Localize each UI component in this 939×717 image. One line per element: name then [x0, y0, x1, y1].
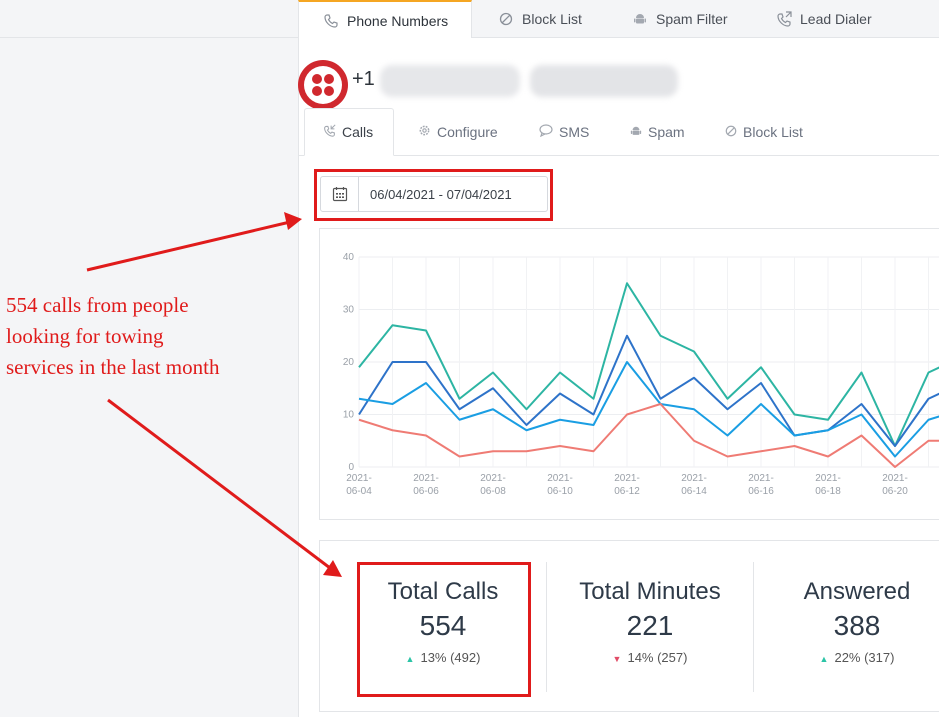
x-tick-label: 06-10	[547, 486, 573, 497]
subtab-sms[interactable]: SMS	[539, 108, 589, 156]
stat-label: Total Minutes	[579, 578, 721, 605]
block-icon	[725, 125, 737, 140]
annotation-line: services in the last month	[6, 355, 220, 379]
subtab-calls-label: Calls	[342, 124, 374, 140]
arrow-up-icon: ▲	[819, 654, 829, 664]
x-tick-label: 06-18	[815, 486, 841, 497]
stat-label: Answered	[803, 578, 911, 605]
chat-icon	[539, 124, 553, 140]
tab-lead-dialer[interactable]: Lead Dialer	[752, 0, 902, 38]
x-tick-label: 2021-	[547, 473, 573, 484]
arrow-head	[323, 560, 342, 577]
stat-delta: 13% (492)	[420, 650, 481, 665]
stat-value: 388	[833, 610, 881, 641]
stats-panel	[319, 540, 939, 712]
x-tick-label: 2021-	[346, 473, 372, 484]
x-tick-label: 06-06	[413, 486, 439, 497]
date-range-value: 06/04/2021 - 07/04/2021	[370, 187, 512, 202]
subtab-block-list[interactable]: Block List	[725, 108, 803, 156]
calls-line-chart: 0 10 20 30 40 2021- 06-04 2021- 06-06 2021- 06-08 2…	[343, 252, 939, 497]
phone-incoming-icon	[323, 124, 336, 140]
stat-value: 554	[419, 610, 467, 641]
arrow-up-icon: ▲	[405, 654, 415, 664]
y-tick-label: 30	[343, 305, 355, 316]
subtab-configure-label: Configure	[437, 124, 498, 140]
y-tick-label: 0	[348, 462, 354, 473]
series-line-1	[358, 334, 939, 447]
x-tick-label: 2021-	[681, 473, 707, 484]
phone-number-redacted	[380, 65, 520, 97]
android-icon	[630, 125, 642, 140]
phone-icon	[323, 13, 339, 29]
x-tick-label: 06-08	[480, 486, 506, 497]
arrow-down-icon: ▼	[612, 654, 622, 664]
x-tick-label: 06-14	[681, 486, 707, 497]
annotation-line: 554 calls from people	[6, 293, 189, 317]
stat-label: Total Calls	[387, 578, 499, 605]
tab-spam-filter[interactable]: Spam Filter	[608, 0, 748, 38]
date-range-highlight	[314, 169, 553, 221]
phone-name-redacted	[530, 65, 678, 97]
x-tick-label: 2021-	[815, 473, 841, 484]
subtab-spam-label: Spam	[648, 124, 685, 140]
stat-answered: Answered 388 ▲ 22% (317)	[757, 560, 939, 665]
phone-number-prefix: +1	[352, 68, 375, 90]
gear-icon	[418, 124, 431, 140]
stat-total-calls: Total Calls 554 ▲ 13% (492)	[343, 560, 543, 665]
tab-phone-numbers-label: Phone Numbers	[347, 12, 449, 29]
arrow-head	[284, 212, 302, 230]
stat-value: 221	[626, 610, 674, 641]
x-tick-label: 2021-	[614, 473, 640, 484]
twilio-logo	[298, 60, 348, 110]
stat-delta: 22% (317)	[834, 650, 895, 665]
tab-block-list[interactable]: Block List	[474, 0, 606, 38]
phone-outgoing-icon	[776, 11, 792, 27]
stat-divider	[546, 562, 547, 692]
x-tick-label: 2021-	[480, 473, 506, 484]
stat-divider	[753, 562, 754, 692]
x-tick-label: 06-04	[346, 486, 372, 497]
stat-delta: 14% (257)	[627, 650, 688, 665]
date-range-picker[interactable]: 06/04/2021 - 07/04/2021	[320, 176, 548, 212]
calls-chart: 0 10 20 30 40 2021- 06-04 2021- 06-06 2021- 06-08 2…	[319, 228, 939, 520]
arrow-to-total-calls	[107, 398, 331, 570]
block-icon	[498, 11, 514, 27]
x-tick-label: 2021-	[882, 473, 908, 484]
x-tick-label: 06-16	[748, 486, 774, 497]
arrow-to-date-range	[86, 220, 291, 272]
subtab-sms-label: SMS	[559, 124, 590, 140]
sub-tabs: Calls Configure SMS Spam Block List	[298, 108, 939, 156]
subtab-configure[interactable]: Configure	[418, 108, 498, 156]
calendar-icon[interactable]	[321, 177, 359, 211]
tab-phone-numbers[interactable]: Phone Numbers	[298, 0, 472, 39]
y-tick-label: 40	[343, 252, 355, 263]
series-line-3	[358, 403, 939, 468]
subtab-spam[interactable]: Spam	[630, 108, 685, 156]
y-tick-label: 10	[343, 410, 355, 421]
stat-total-minutes: Total Minutes 221 ▼ 14% (257)	[550, 560, 750, 665]
x-tick-label: 2021-	[413, 473, 439, 484]
subtab-block-list-label: Block List	[743, 124, 803, 140]
total-calls-highlight	[357, 562, 531, 697]
x-tick-label: 06-12	[614, 486, 640, 497]
series-line-0	[358, 282, 939, 447]
android-icon	[632, 11, 648, 27]
y-tick-label: 20	[343, 357, 355, 368]
x-tick-label: 2021-	[748, 473, 774, 484]
annotation-note: 554 calls from people looking for towing…	[6, 290, 276, 383]
tab-spam-filter-label: Spam Filter	[656, 11, 728, 27]
subtab-calls[interactable]: Calls	[304, 108, 394, 156]
tab-block-list-label: Block List	[522, 11, 582, 27]
tab-lead-dialer-label: Lead Dialer	[800, 11, 872, 27]
x-tick-label: 06-20	[882, 486, 908, 497]
top-nav: Phone Numbers Block List Spam Filter Lea…	[0, 0, 939, 39]
annotation-line: looking for towing	[6, 324, 164, 348]
